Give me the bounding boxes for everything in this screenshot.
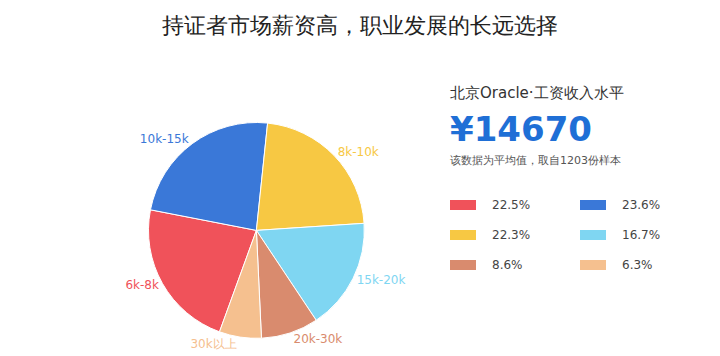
- html-text:22.5%: 22.5%: [492, 198, 531, 212]
- html-text:北京Oracle·工资收入水平: 北京Oracle·工资收入水平: [450, 84, 624, 102]
- svg-text:15k-20k: 15k-20k: [357, 273, 406, 287]
- html-text:该数据为平均值，取自1203份样本: 该数据为平均值，取自1203份样本: [450, 154, 621, 167]
- svg-text:20k-30k: 20k-30k: [294, 332, 343, 346]
- svg-text:10k-15k: 10k-15k: [140, 132, 189, 146]
- svg-text:持证者市场薪资高，职业发展的长远选择: 持证者市场薪资高，职业发展的长远选择: [162, 13, 558, 38]
- svg-text:8k-10k: 8k-10k: [338, 145, 379, 159]
- html-text:23.6%: 23.6%: [622, 198, 661, 212]
- html-text:16.7%: 16.7%: [622, 228, 661, 242]
- html-text:6.3%: 6.3%: [622, 258, 653, 272]
- html-text:¥14670: ¥14670: [450, 109, 592, 149]
- html-text:22.3%: 22.3%: [492, 228, 531, 242]
- svg-text:6k-8k: 6k-8k: [125, 278, 159, 292]
- svg-text:30k以上: 30k以上: [190, 337, 236, 351]
- html-text:8.6%: 8.6%: [492, 258, 523, 272]
